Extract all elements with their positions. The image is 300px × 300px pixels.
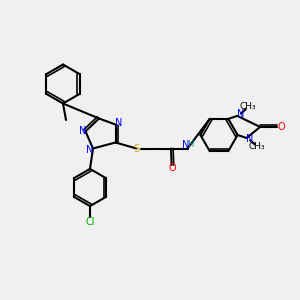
Text: Cl: Cl [85, 217, 95, 227]
Text: CH₃: CH₃ [239, 102, 256, 111]
Text: O: O [169, 163, 176, 173]
Text: N: N [182, 140, 190, 150]
Text: N: N [86, 145, 93, 155]
Text: N: N [79, 126, 86, 136]
Text: CH₃: CH₃ [249, 142, 266, 152]
Text: O: O [278, 122, 286, 132]
Text: N: N [237, 110, 244, 119]
Text: S: S [134, 143, 140, 154]
Text: N: N [115, 118, 122, 128]
Text: N: N [246, 134, 253, 145]
Text: H: H [187, 140, 193, 149]
